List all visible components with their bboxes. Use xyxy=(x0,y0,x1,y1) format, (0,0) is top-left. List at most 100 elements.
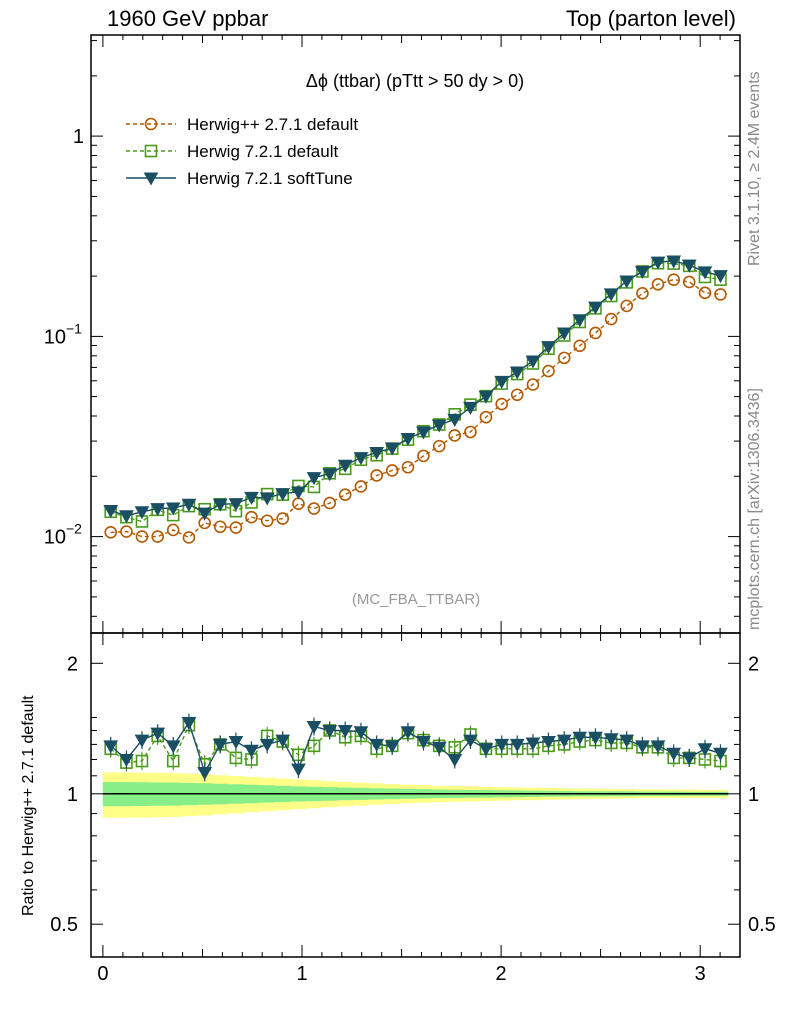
herwigpp-271-point xyxy=(104,526,118,539)
header-right: Top (parton level) xyxy=(566,6,736,31)
herwig-721-softtune-point xyxy=(337,459,353,473)
ratio-herwig-721-softtune-point xyxy=(478,743,494,757)
ratio-herwig-721-default-point xyxy=(229,751,243,765)
legend-herwigpp-271-marker xyxy=(144,117,158,131)
herwigpp-271-point xyxy=(135,530,149,543)
ratio-herwig-721-softtune-point xyxy=(588,731,603,745)
herwig-721-softtune-point xyxy=(384,442,400,456)
herwig-721-softtune-point xyxy=(369,447,385,461)
herwig-721-softtune-point xyxy=(666,255,682,269)
herwig-721-softtune-point xyxy=(212,498,228,512)
herwig-721-softtune-point xyxy=(509,366,525,380)
herwig-721-softtune-point xyxy=(447,413,463,427)
herwig-721-softtune-point xyxy=(103,504,119,519)
herwig-721-softtune-point xyxy=(697,266,713,280)
herwigpp-271-point xyxy=(151,530,164,543)
ratio-herwig-721-softtune-point xyxy=(416,736,431,750)
herwig-721-softtune-point xyxy=(322,468,338,482)
herwig-721-softtune-point xyxy=(119,510,134,524)
herwig-721-softtune-point xyxy=(259,492,275,506)
herwigpp-271-point xyxy=(526,378,540,391)
herwigpp-271-point xyxy=(510,388,524,402)
x-tick-label: 1 xyxy=(296,963,307,985)
ratio-herwig-721-softtune-point xyxy=(103,740,119,754)
herwig-721-softtune-point xyxy=(244,491,259,505)
y-tick-label: 10 xyxy=(44,527,66,549)
ratio-herwig-721-softtune-point xyxy=(165,740,181,754)
header-left: 1960 GeV ppbar xyxy=(107,6,269,31)
herwig-721-softtune-point xyxy=(197,507,213,521)
ratio-herwig-721-softtune-point xyxy=(306,720,322,734)
herwig-721-softtune-point xyxy=(275,488,291,502)
ratio-herwig-721-softtune-point xyxy=(556,734,572,748)
ratio-herwig-721-softtune-point xyxy=(619,734,635,748)
herwig-721-softtune-point xyxy=(588,301,603,315)
herwig-721-softtune-point xyxy=(291,486,306,500)
ratio-herwig-721-softtune-point xyxy=(275,734,291,748)
ratio-herwig-721-softtune-point xyxy=(431,741,447,755)
herwigpp-271-line xyxy=(110,278,721,539)
herwigpp-271-point xyxy=(417,449,430,463)
herwig-721-softtune-point xyxy=(525,355,541,369)
ratio-plot-panel: 0 1 2 3 2 2 1 1 0.5 0.5 xyxy=(50,632,776,985)
rivet-version-label: Rivet 3.1.10, ≥ 2.4M events xyxy=(746,71,763,266)
ratio-herwig-721-default-point xyxy=(166,754,180,768)
ratio-y-tick-label: 0.5 xyxy=(50,914,78,936)
main-plot-panel: 110 −110 −2Δϕ (ttbar) (pTtt > 50 dy > 0)He… xyxy=(44,34,741,634)
ratio-herwig-721-default-point xyxy=(135,754,149,768)
herwigpp-271-point xyxy=(323,496,336,510)
herwig-721-softtune-point xyxy=(603,288,619,302)
herwigpp-271-point xyxy=(401,460,415,474)
herwigpp-271-point xyxy=(448,429,462,442)
ratio-herwig-721-softtune-point xyxy=(541,736,556,750)
herwigpp-271-point xyxy=(260,514,274,528)
herwigpp-271-point xyxy=(698,286,712,300)
y-tick-label: 10 xyxy=(44,326,66,348)
herwigpp-271-point xyxy=(636,287,649,300)
ratio-herwig-721-softtune-point xyxy=(119,753,134,767)
herwig-721-softtune-point xyxy=(681,259,697,273)
ratio-herwig-721-softtune-point xyxy=(228,736,244,750)
ratio-herwig-721-softtune-point xyxy=(400,726,416,740)
ratio-herwig-721-softtune-point xyxy=(463,734,478,748)
ratio-herwig-721-softtune-point xyxy=(572,731,588,745)
herwigpp-271-point xyxy=(120,525,133,538)
y-tick-exponent: −2 xyxy=(66,521,82,537)
herwig-721-softtune-point xyxy=(650,256,666,270)
herwig-721-softtune-point xyxy=(463,401,478,415)
herwigpp-271-point xyxy=(229,521,243,534)
mcplots-label: mcplots.cern.ch [arXiv:1306.3436] xyxy=(746,388,763,630)
ratio-herwig-721-softtune-point xyxy=(212,738,228,752)
herwig-721-softtune-point xyxy=(416,426,431,440)
herwigpp-271-point xyxy=(245,510,258,524)
ratio-herwig-721-softtune-point xyxy=(291,763,306,777)
ratio-herwig-721-softtune-point xyxy=(197,766,213,780)
ratio-frame xyxy=(90,632,741,958)
ratio-herwig-721-softtune-point xyxy=(353,726,369,740)
x-tick-label: 0 xyxy=(97,963,108,985)
herwig-721-softtune-point xyxy=(400,432,416,447)
herwigpp-271-point xyxy=(276,512,290,525)
herwigpp-271-point xyxy=(385,464,399,477)
herwig-721-softtune-point xyxy=(713,270,728,284)
herwig-721-softtune-point xyxy=(635,265,650,279)
ratio-y-tick-label: 1 xyxy=(67,784,78,806)
herwigpp-271-point xyxy=(589,326,602,340)
x-tick-label: 2 xyxy=(496,963,507,985)
analysis-watermark: (MC_FBA_TTBAR) xyxy=(352,591,480,608)
ratio-herwig-721-softtune-point xyxy=(681,752,697,766)
legend-herwigpp-271-label: Herwig++ 2.7.1 default xyxy=(187,115,358,134)
x-tick-label: 3 xyxy=(695,963,706,985)
ratio-herwig-721-softtune-point xyxy=(369,738,385,752)
ratio-herwig-721-softtune-point xyxy=(650,740,666,754)
herwig-721-softtune-point xyxy=(134,506,150,520)
herwigpp-271-point xyxy=(714,288,727,301)
herwig-721-softtune-point xyxy=(165,502,181,516)
herwigpp-271-point xyxy=(620,299,634,313)
herwigpp-271-point xyxy=(542,364,555,378)
herwig-721-softtune-point xyxy=(572,314,588,328)
plot-title: Δϕ (ttbar) (pTtt > 50 dy > 0) xyxy=(306,71,524,91)
herwig-721-softtune-point xyxy=(431,419,447,433)
ratio-herwig-721-default-point xyxy=(307,739,321,753)
herwigpp-271-point xyxy=(495,397,509,411)
